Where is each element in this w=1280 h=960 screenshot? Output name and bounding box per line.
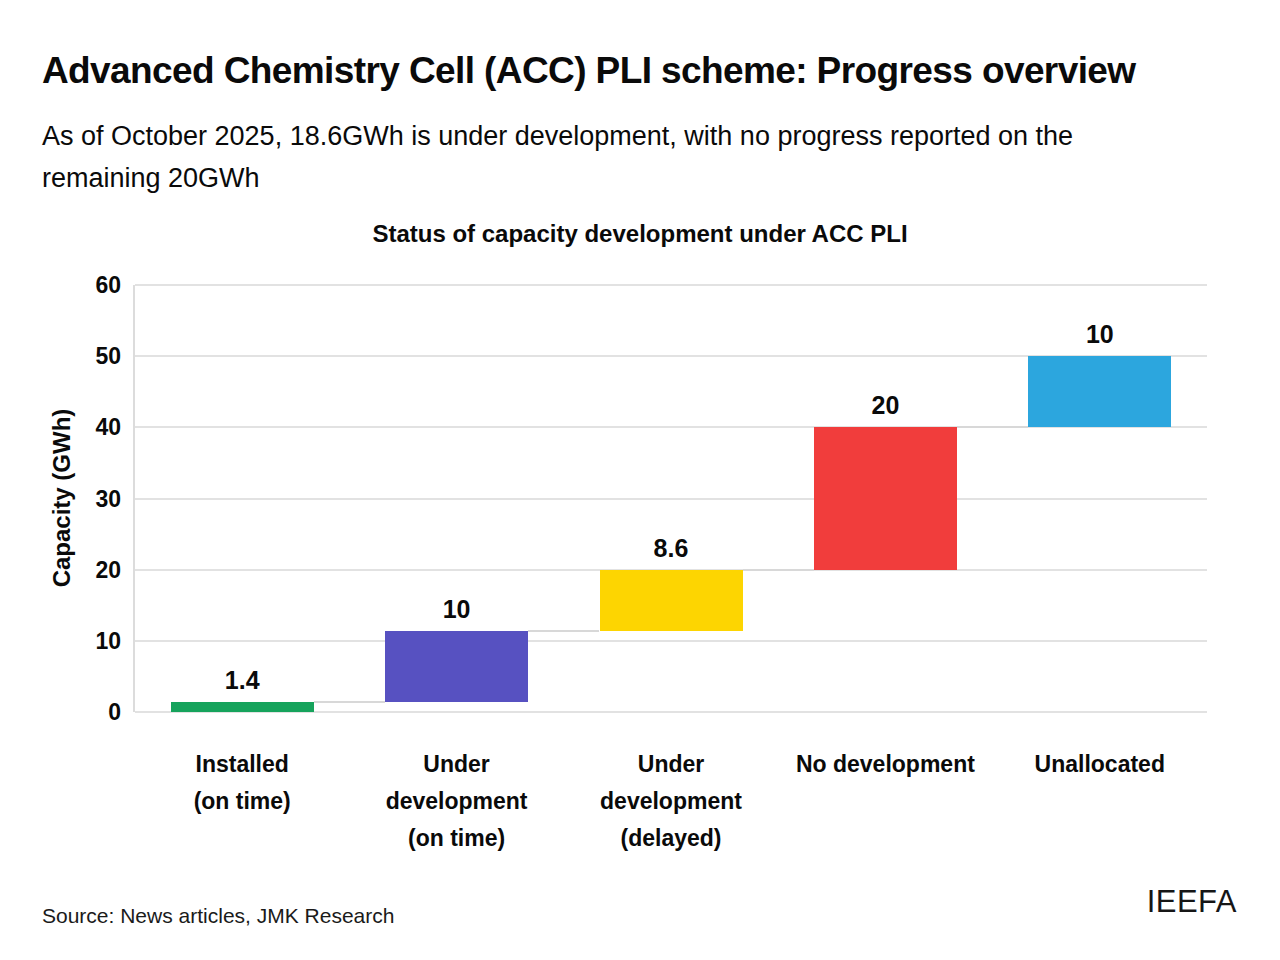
bar-under-development-delayed- (600, 570, 743, 631)
x-axis-category-label: Under development (delayed) (564, 746, 778, 856)
y-tick-label-50: 50 (61, 343, 121, 370)
bar-no-development (814, 427, 957, 569)
y-tick-label-10: 10 (61, 627, 121, 654)
x-axis-category-label: No development (778, 746, 992, 783)
bar-under-development-on-time- (385, 631, 528, 702)
bar-installed-on-time- (171, 702, 314, 712)
y-tick-label-30: 30 (61, 485, 121, 512)
page-subtitle: As of October 2025, 18.6GWh is under dev… (42, 116, 1102, 200)
y-tick-label-60: 60 (61, 272, 121, 299)
bar-value-label: 20 (814, 391, 957, 420)
bar-value-label: 10 (385, 595, 528, 624)
waterfall-connector (314, 701, 385, 703)
waterfall-chart-plot-area: 01020304050601.4Installed (on time)10Und… (133, 285, 1207, 712)
gridline-60 (135, 284, 1207, 286)
chart-title: Status of capacity development under ACC… (0, 220, 1280, 248)
bar-unallocated (1028, 356, 1171, 427)
gridline-10 (135, 640, 1207, 642)
y-tick-label-0: 0 (61, 699, 121, 726)
waterfall-connector (528, 630, 599, 632)
gridline-30 (135, 498, 1207, 500)
bar-value-label: 8.6 (600, 534, 743, 563)
source-text: Source: News articles, JMK Research (42, 904, 394, 928)
waterfall-connector (743, 569, 814, 571)
y-tick-label-40: 40 (61, 414, 121, 441)
x-axis-category-label: Unallocated (993, 746, 1207, 783)
bar-value-label: 10 (1028, 320, 1171, 349)
waterfall-connector (957, 426, 1028, 428)
bar-value-label: 1.4 (171, 666, 314, 695)
x-axis-category-label: Under development (on time) (349, 746, 563, 856)
y-tick-label-20: 20 (61, 556, 121, 583)
infographic-root: Advanced Chemistry Cell (ACC) PLI scheme… (0, 0, 1280, 960)
page-title: Advanced Chemistry Cell (ACC) PLI scheme… (42, 50, 1222, 92)
ieefa-logo: IEEFA (1147, 884, 1237, 920)
x-axis-category-label: Installed (on time) (135, 746, 349, 820)
